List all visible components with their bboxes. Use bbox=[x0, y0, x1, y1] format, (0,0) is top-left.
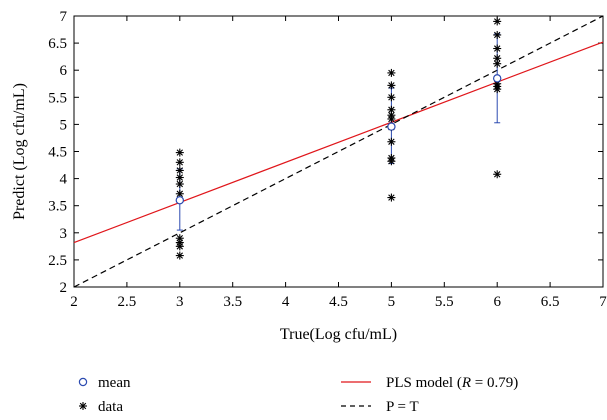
data-point bbox=[387, 137, 396, 146]
asterisk-stroke bbox=[493, 55, 501, 62]
asterisk-stroke bbox=[388, 115, 395, 123]
legend-pls-label: PLS model (R = 0.79) bbox=[386, 375, 518, 391]
asterisk-stroke bbox=[176, 174, 184, 181]
asterisk-stroke bbox=[493, 45, 501, 52]
reference-line-p-equals-t bbox=[73, 15, 604, 288]
data-point bbox=[175, 242, 184, 251]
data-point bbox=[175, 166, 184, 175]
y-tick-label: 3 bbox=[60, 226, 68, 242]
legend-mean-marker bbox=[78, 377, 88, 387]
legend-pt-label: P = T bbox=[386, 399, 419, 415]
data-point bbox=[175, 148, 184, 157]
legend-asterisk bbox=[79, 402, 87, 410]
y-tick-label: 6 bbox=[60, 63, 68, 79]
y-tick-label: 7 bbox=[60, 9, 68, 25]
asterisk-stroke bbox=[493, 60, 501, 67]
pls-model-line bbox=[73, 41, 604, 244]
mean-point bbox=[387, 122, 396, 131]
mean-point bbox=[175, 196, 184, 205]
asterisk-stroke bbox=[493, 31, 501, 39]
x-tick-label: 7 bbox=[599, 294, 607, 310]
asterisk-stroke bbox=[176, 167, 184, 174]
mean-point bbox=[493, 74, 502, 83]
x-tick-label: 3.5 bbox=[223, 294, 242, 310]
y-tick-label: 3.5 bbox=[48, 199, 67, 215]
x-axis-ticks: 2 2.5 3 3.5 4 4.5 5 5.5 6 6.5 7 bbox=[70, 16, 607, 310]
x-tick-label: 6 bbox=[493, 294, 501, 310]
x-axis-label: True(Log cfu/mL) bbox=[280, 326, 397, 343]
x-tick-label: 6.5 bbox=[541, 294, 560, 310]
legend-item-mean: mean bbox=[78, 375, 131, 391]
data-point bbox=[175, 158, 184, 167]
legend-item-pls: PLS model (R = 0.79) bbox=[341, 375, 518, 391]
x-tick-label: 2 bbox=[70, 294, 78, 310]
asterisk-stroke bbox=[388, 194, 395, 201]
asterisk-stroke bbox=[176, 190, 184, 197]
data-point bbox=[387, 81, 396, 90]
data-point bbox=[493, 85, 502, 94]
asterisk-stroke bbox=[388, 106, 395, 113]
asterisk-stroke bbox=[493, 171, 501, 178]
asterisk-stroke bbox=[388, 158, 395, 165]
error-bars bbox=[176, 33, 501, 231]
data-point bbox=[387, 193, 396, 202]
data-points bbox=[175, 17, 502, 260]
y-tick-label: 6.5 bbox=[48, 36, 67, 52]
data-point bbox=[493, 17, 502, 26]
data-point bbox=[387, 105, 396, 114]
data-point bbox=[387, 68, 396, 77]
y-tick-label: 4.5 bbox=[48, 145, 67, 161]
data-point bbox=[493, 170, 502, 179]
legend-data-marker bbox=[79, 402, 87, 410]
asterisk-stroke bbox=[79, 402, 87, 410]
legend: mean data PLS model (R = 0.79) P = T bbox=[78, 375, 518, 415]
data-point bbox=[387, 157, 396, 166]
data-point bbox=[493, 44, 502, 53]
asterisk-stroke bbox=[176, 180, 184, 188]
asterisk-stroke bbox=[388, 94, 395, 101]
data-point bbox=[387, 93, 396, 102]
x-tick-label: 4 bbox=[282, 294, 290, 310]
y-tick-label: 4 bbox=[60, 172, 68, 188]
y-axis-ticks: 2 2.5 3 3.5 4 4.5 5 5.5 6 6.5 7 bbox=[48, 9, 603, 296]
legend-mean-label: mean bbox=[98, 375, 131, 391]
y-axis-label: Predict (Log cfu/mL) bbox=[11, 83, 28, 220]
data-point bbox=[175, 251, 184, 260]
asterisk-stroke bbox=[176, 149, 184, 156]
series-lines bbox=[73, 15, 604, 288]
data-point bbox=[493, 59, 502, 68]
data-point bbox=[175, 180, 184, 189]
asterisk-stroke bbox=[493, 18, 501, 25]
asterisk-stroke bbox=[493, 85, 501, 93]
data-point bbox=[493, 30, 502, 39]
x-tick-label: 5.5 bbox=[435, 294, 454, 310]
x-tick-label: 3 bbox=[176, 294, 184, 310]
asterisk-stroke bbox=[176, 159, 184, 166]
x-tick-label: 5 bbox=[388, 294, 396, 310]
x-tick-label: 2.5 bbox=[118, 294, 137, 310]
x-tick-label: 4.5 bbox=[329, 294, 348, 310]
data-point bbox=[387, 114, 396, 123]
asterisk-stroke bbox=[176, 252, 184, 259]
y-tick-label: 2 bbox=[60, 280, 68, 296]
y-tick-label: 5 bbox=[60, 117, 68, 133]
asterisk-stroke bbox=[388, 138, 395, 145]
y-tick-label: 2.5 bbox=[48, 253, 67, 269]
legend-item-pt: P = T bbox=[341, 399, 419, 415]
legend-item-data: data bbox=[79, 399, 123, 415]
y-tick-label: 5.5 bbox=[48, 90, 67, 106]
asterisk-stroke bbox=[176, 243, 184, 250]
asterisk-stroke bbox=[388, 69, 395, 77]
mean-points bbox=[175, 74, 502, 205]
legend-data-label: data bbox=[98, 399, 123, 415]
asterisk-stroke bbox=[388, 82, 395, 89]
